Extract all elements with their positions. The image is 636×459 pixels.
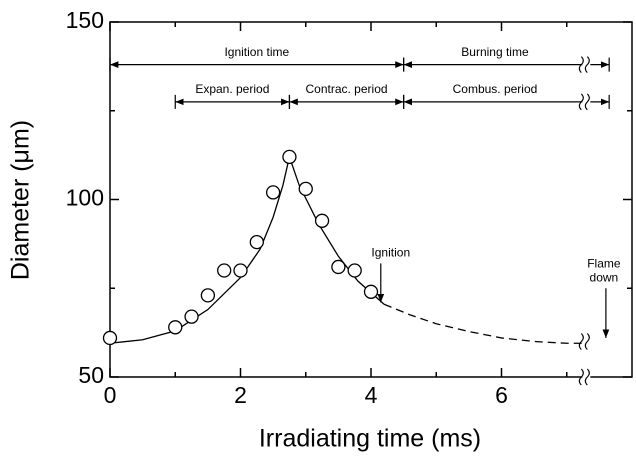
break-mark: [584, 368, 590, 386]
x-tick-label: 0: [104, 382, 117, 408]
data-point: [200, 288, 216, 303]
annotation-label: Flame down: [587, 256, 621, 284]
data-point: [363, 284, 379, 299]
x-axis-label: Irradiating time (ms): [259, 425, 481, 453]
break-mark: [578, 93, 584, 111]
break-gap: [582, 55, 591, 74]
y-tick-label: 100: [66, 185, 104, 211]
data-point: [217, 263, 232, 278]
break-mark: [584, 93, 590, 111]
break-mark: [578, 368, 584, 386]
data-point: [102, 330, 118, 346]
y-tick-label: 50: [78, 362, 104, 388]
data-point: [249, 234, 264, 250]
data-point: [282, 149, 297, 165]
break-mark: [584, 56, 590, 73]
data-point: [168, 320, 183, 335]
annotation-label: Ignition: [371, 246, 410, 260]
data-point: [314, 213, 330, 228]
break-gap: [582, 92, 591, 111]
fit-curve: [383, 303, 587, 344]
x-tick-label: 4: [365, 382, 378, 408]
break-mark: [578, 56, 584, 73]
plot-frame: [109, 21, 633, 378]
break-gap: [582, 332, 591, 351]
data-point: [184, 309, 199, 324]
span-label: Contrac. period: [306, 82, 388, 96]
span-label: Combus. period: [453, 82, 538, 96]
data-point: [347, 263, 362, 278]
data-point: [331, 259, 346, 275]
break-gap: [582, 368, 591, 386]
break-mark: [584, 333, 590, 350]
span-label: Expan. period: [195, 82, 269, 96]
y-tick-label: 150: [66, 7, 104, 33]
span-label: Burning time: [461, 45, 529, 59]
break-mark: [578, 333, 584, 350]
fit-curve: [109, 154, 385, 344]
x-tick-label: 6: [495, 382, 508, 408]
span-label: Ignition time: [224, 45, 289, 59]
data-point: [298, 181, 313, 197]
y-axis-label: Diameter (μm): [7, 120, 35, 280]
data-point: [233, 263, 248, 278]
x-tick-label: 2: [234, 382, 247, 408]
data-point: [265, 185, 281, 200]
